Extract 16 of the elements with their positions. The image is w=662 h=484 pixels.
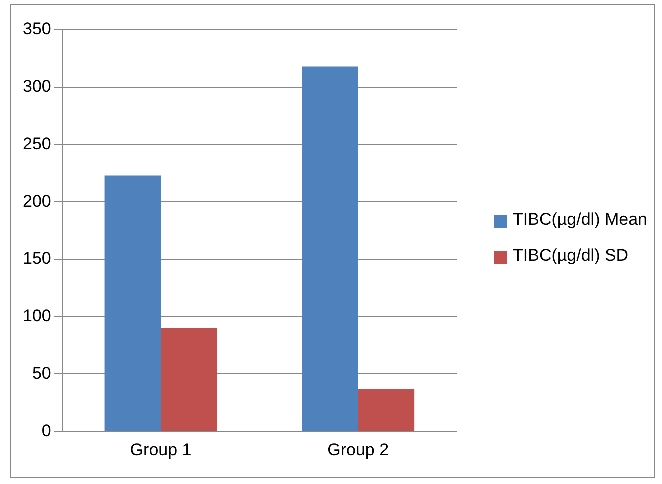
y-tick-label: 200 (22, 192, 52, 211)
y-tick-label: 350 (22, 20, 52, 39)
bar (358, 389, 415, 432)
bar (161, 328, 218, 432)
legend-label: TIBC(µg/dl) SD (513, 246, 629, 266)
legend-label: TIBC(µg/dl) Mean (513, 210, 648, 230)
y-tick-label: 100 (22, 306, 52, 326)
x-tick-label: Group 1 (130, 440, 192, 460)
bar (302, 66, 358, 432)
y-tick-label: 150 (22, 249, 52, 268)
y-tick-label: 50 (32, 364, 52, 383)
y-tick-label: 250 (22, 134, 52, 154)
y-tick-label: 300 (22, 77, 52, 96)
y-tick-label: 0 (42, 421, 52, 440)
bar (104, 176, 162, 432)
x-tick-label: Group 2 (328, 440, 390, 460)
